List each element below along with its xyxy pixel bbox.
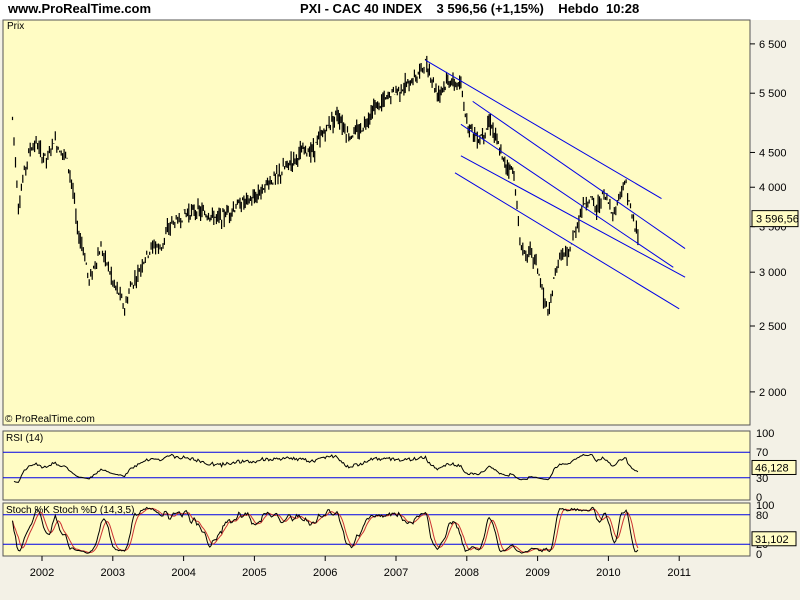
stoch-last-box (751, 531, 797, 547)
y-tick-label: 5 500 (759, 88, 787, 100)
x-tick-label: 2010 (596, 567, 620, 579)
header-bar: www.ProRealTime.com PXI - CAC 40 INDEX 3… (0, 0, 800, 20)
channel-line (425, 59, 662, 199)
rsi-last-box (751, 459, 797, 475)
stoch-k-line (12, 506, 639, 554)
stoch-tick-label: 0 (756, 549, 762, 561)
y-tick-label: 2 500 (759, 321, 787, 333)
y-tick-label: 2 000 (759, 387, 787, 399)
y-tick-label: 6 500 (759, 39, 787, 51)
rsi-tick-label: 100 (756, 428, 774, 440)
rsi-tick-label: 70 (756, 447, 768, 459)
chart-title: PXI - CAC 40 INDEX 3 596,56 (+1,15%) Heb… (300, 1, 640, 16)
x-tick-label: 2007 (384, 567, 408, 579)
site-name[interactable]: www.ProRealTime.com (8, 1, 152, 16)
y-tick-label: 4 500 (759, 147, 787, 159)
y-tick-label: 4 000 (759, 182, 787, 194)
x-tick-label: 2006 (313, 567, 337, 579)
x-tick-label: 2004 (171, 567, 195, 579)
stoch-tick-label: 80 (756, 510, 768, 522)
stoch-tick-label: 100 (756, 500, 774, 512)
rsi-last-label: 46,128 (755, 462, 789, 474)
x-tick-label: 2009 (525, 567, 549, 579)
channel-line (454, 172, 680, 310)
rsi-panel-title: RSI (14) (6, 433, 43, 444)
rsi-tick-label: 30 (756, 473, 768, 485)
channel-line (460, 155, 686, 278)
last-price-box (751, 210, 799, 228)
x-tick-label: 2008 (455, 567, 479, 579)
rsi-panel[interactable] (2, 430, 751, 501)
last-price-label: 3 596,56 (756, 214, 799, 226)
y-tick-label: 3 000 (759, 267, 787, 279)
rsi-tick-label: 0 (756, 492, 762, 504)
x-tick-label: 2011 (667, 567, 691, 579)
stoch-panel-title: Stoch %K Stoch %D (14,3,5) (6, 505, 134, 516)
rsi-line (13, 453, 639, 483)
price-panel-title: Prix (7, 21, 24, 32)
watermark: © ProRealTime.com (5, 414, 95, 425)
channel-line (460, 123, 674, 268)
channel-line (472, 100, 686, 249)
price-panel[interactable] (2, 19, 751, 426)
x-tick-label: 2005 (242, 567, 266, 579)
x-tick-label: 2003 (101, 567, 125, 579)
stoch-last-label: 31,102 (755, 534, 789, 546)
x-tick-label: 2002 (30, 567, 54, 579)
